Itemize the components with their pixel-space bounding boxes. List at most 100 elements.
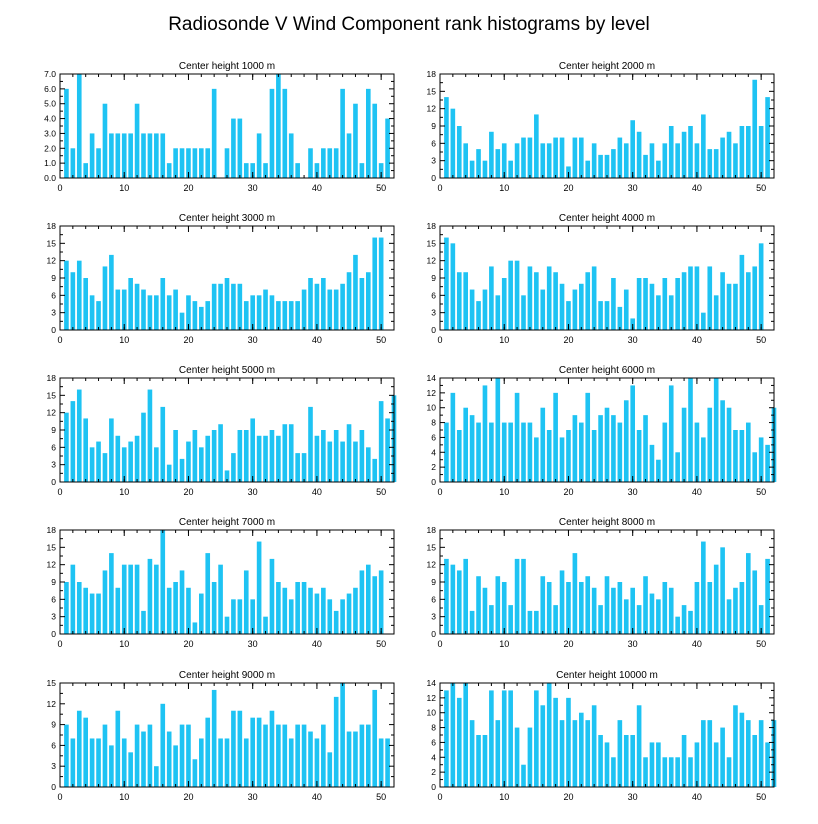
panel-title: Center height 9000 m: [179, 670, 275, 681]
histogram-bar: [102, 266, 108, 330]
x-tick-label: 30: [628, 792, 638, 802]
histogram-bar: [340, 283, 345, 330]
y-tick-label: 2: [431, 767, 436, 777]
histogram-bar: [359, 570, 365, 634]
histogram-bar: [681, 272, 687, 330]
histogram-bar: [559, 437, 565, 482]
y-tick-label: 15: [47, 542, 57, 552]
histogram-bar: [469, 610, 475, 634]
histogram-bar: [456, 272, 462, 330]
y-tick-label: 6: [431, 138, 436, 148]
histogram-bar: [611, 587, 616, 634]
x-tick-label: 0: [437, 792, 442, 802]
histogram-bar: [102, 570, 108, 634]
histogram-bar: [353, 254, 358, 330]
histogram-bar: [96, 738, 101, 787]
x-tick-label: 0: [57, 183, 62, 193]
histogram-bar: [205, 148, 211, 178]
y-tick-label: 12: [427, 104, 437, 114]
histogram-bar: [495, 295, 501, 330]
histogram-bar: [456, 570, 462, 634]
histogram-bar: [636, 605, 642, 634]
histogram-bar: [76, 260, 82, 330]
histogram-bar: [701, 312, 706, 330]
histogram-bar: [752, 452, 758, 482]
histogram-bar: [656, 459, 661, 482]
histogram-bar: [521, 764, 526, 787]
histogram-bar: [752, 735, 758, 787]
panel-title: Center height 10000 m: [556, 670, 658, 681]
histogram-bar: [250, 717, 256, 787]
histogram-bar: [134, 103, 140, 178]
histogram-bar: [314, 435, 320, 482]
y-tick-label: 0: [51, 325, 56, 335]
histogram-bar: [333, 289, 339, 330]
y-tick-label: 18: [47, 221, 57, 231]
histogram-bar: [649, 742, 655, 787]
histogram-bar: [141, 610, 146, 634]
histogram-bar: [643, 576, 648, 634]
histogram-bar: [701, 541, 706, 634]
histogram-bar: [372, 237, 378, 330]
histogram-bar: [173, 745, 178, 787]
histogram-bar: [585, 272, 591, 330]
histogram-bar: [656, 295, 661, 330]
histogram-bar: [121, 447, 127, 482]
histogram-bar: [346, 731, 352, 787]
x-tick-label: 40: [692, 183, 702, 193]
y-tick-label: 15: [47, 390, 57, 400]
histogram-bar: [288, 424, 294, 482]
histogram-bar: [205, 435, 211, 482]
histogram-bar: [450, 564, 456, 634]
histogram-bar: [269, 710, 275, 787]
y-tick-label: 4.0: [44, 114, 56, 124]
histogram-bar: [186, 724, 191, 787]
histogram-bar: [739, 430, 745, 482]
histogram-bar: [489, 266, 494, 330]
histogram-bar: [308, 731, 313, 787]
y-tick-label: 6: [51, 594, 56, 604]
histogram-bar: [121, 133, 127, 178]
histogram-bar: [630, 385, 636, 482]
histogram-bar: [534, 114, 539, 178]
histogram-bar: [745, 126, 751, 178]
histogram-bar: [269, 88, 275, 178]
y-tick-label: 12: [427, 388, 437, 398]
histogram-bar: [83, 418, 89, 482]
histogram-bar: [365, 88, 371, 178]
histogram-bar: [643, 757, 648, 787]
x-tick-label: 20: [563, 487, 573, 497]
histogram-bar: [553, 272, 558, 330]
histogram-bar: [585, 576, 591, 634]
histogram-bar: [572, 553, 578, 634]
histogram-bar: [70, 738, 76, 787]
x-tick-label: 40: [312, 487, 322, 497]
histogram-bar: [444, 237, 449, 330]
histogram-bar: [385, 118, 390, 178]
histogram-bar: [720, 727, 725, 787]
histogram-bar: [662, 143, 668, 178]
histogram-bar: [707, 266, 713, 330]
histogram-bar: [154, 564, 159, 634]
histogram-bar: [591, 430, 597, 482]
histogram-bar: [566, 430, 571, 482]
x-tick-label: 30: [628, 487, 638, 497]
histogram-bar: [308, 148, 313, 178]
histogram-bar: [514, 392, 520, 482]
histogram-bar: [109, 745, 114, 787]
histogram-bar: [186, 148, 191, 178]
histogram-bar: [758, 126, 764, 178]
histogram-bar: [205, 553, 211, 634]
histogram-bar: [444, 422, 449, 482]
histogram-bar: [218, 283, 223, 330]
histogram-bar: [508, 422, 513, 482]
panel-title: Center height 5000 m: [179, 365, 275, 376]
histogram-bar: [450, 108, 456, 178]
histogram-bar: [321, 148, 326, 178]
histogram-bar: [707, 149, 713, 178]
histogram-bar: [109, 418, 114, 482]
histogram-panel: Center height 7000 m 0 10 20 30 40 50 0 3 6 9 12 15 1…: [47, 517, 395, 649]
histogram-bar: [83, 587, 89, 634]
histogram-bar: [514, 727, 520, 787]
histogram-bar: [147, 295, 153, 330]
